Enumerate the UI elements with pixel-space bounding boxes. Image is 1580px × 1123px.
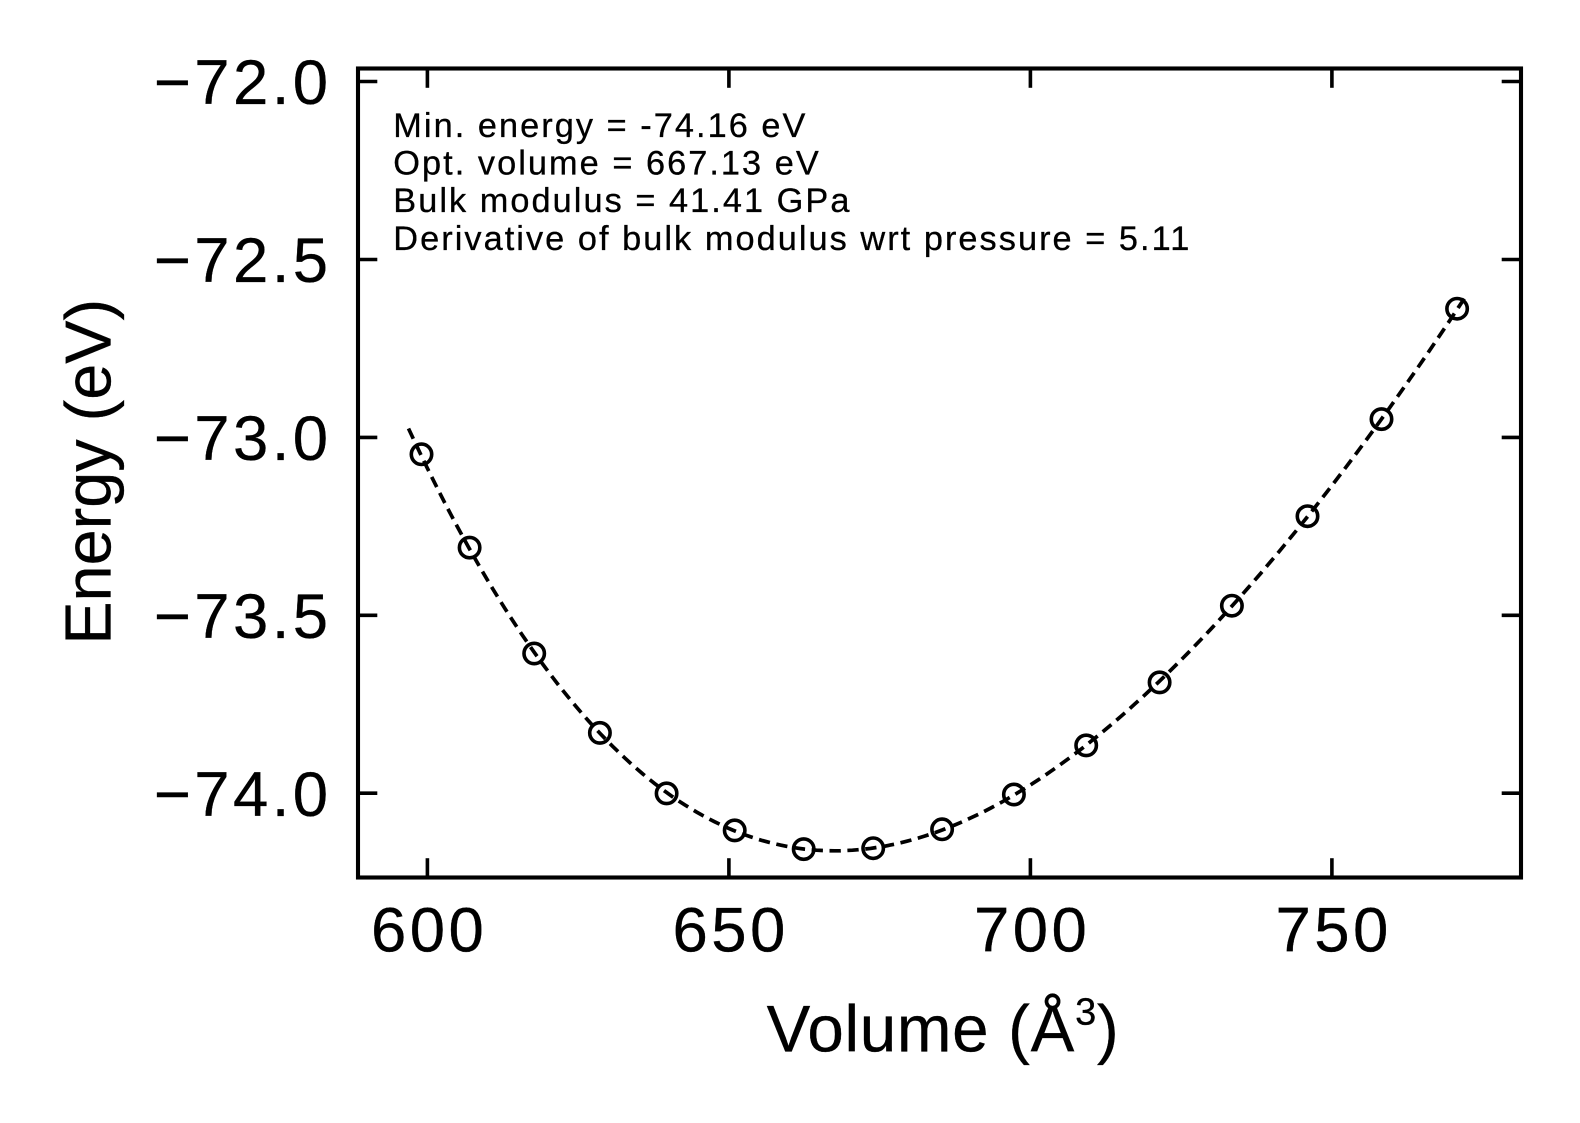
svg-text:750: 750 bbox=[1276, 896, 1392, 966]
svg-text:−72.5: −72.5 bbox=[154, 226, 332, 296]
svg-text:Opt. volume = 667.13 eV: Opt. volume = 667.13 eV bbox=[393, 145, 821, 183]
svg-text:600: 600 bbox=[371, 896, 487, 966]
svg-text:Derivative of bulk modulus wrt: Derivative of bulk modulus wrt pressure … bbox=[393, 220, 1191, 258]
svg-text:650: 650 bbox=[673, 896, 789, 966]
svg-text:Min. energy = -74.16 eV: Min. energy = -74.16 eV bbox=[393, 107, 807, 145]
svg-text:−73.0: −73.0 bbox=[154, 404, 332, 474]
svg-text:−72.0: −72.0 bbox=[154, 48, 332, 118]
svg-text:Energy (eV): Energy (eV) bbox=[52, 299, 125, 645]
svg-text:Bulk modulus = 41.41 GPa: Bulk modulus = 41.41 GPa bbox=[393, 182, 851, 220]
svg-text:−74.0: −74.0 bbox=[154, 760, 332, 830]
svg-text:700: 700 bbox=[974, 896, 1090, 966]
svg-text:Volume (Å3): Volume (Å3) bbox=[767, 992, 1120, 1066]
svg-text:−73.5: −73.5 bbox=[154, 582, 332, 652]
